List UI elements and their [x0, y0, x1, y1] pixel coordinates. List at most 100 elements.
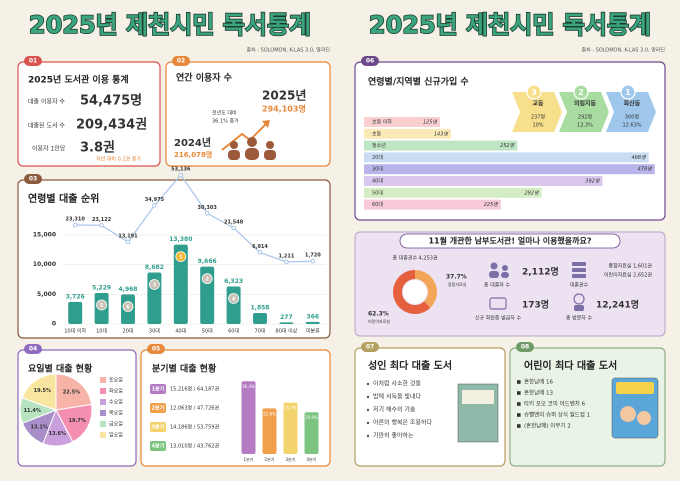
stat-value: 173명 [522, 299, 549, 311]
y-tick-label: 10,000 [33, 261, 56, 268]
badge [24, 344, 42, 354]
panel [354, 231, 666, 337]
bar-value-label: 143명 [434, 130, 450, 137]
bullet [366, 395, 370, 399]
pie-slice [55, 373, 93, 411]
bar-value-label: 468명 [632, 154, 648, 161]
category-label: 초등 이하 [372, 119, 392, 126]
bar-value-label: 478명 [638, 166, 654, 173]
line-value-label: 1,211 [278, 253, 294, 259]
book-cover-label [462, 390, 494, 404]
bullet [366, 408, 370, 412]
donut-slice [415, 270, 437, 308]
line-value-label: 6,914 [252, 244, 268, 250]
stat-label: 신규 회원증 발급자 수 [475, 315, 522, 322]
bullet [366, 382, 370, 386]
quarter-tag [150, 441, 166, 451]
region-arrow [606, 92, 656, 132]
panel-title: 분기별 대출 현황 [152, 363, 217, 375]
region-name: 화산동 [624, 100, 641, 108]
badge-number: 02 [177, 58, 185, 65]
badge-number: 04 [29, 346, 37, 353]
panel [140, 349, 331, 467]
bar [68, 301, 83, 324]
stat-label: 대출권수 [570, 282, 589, 289]
people-icon [228, 137, 276, 160]
x-tick-label: 미분류 [306, 328, 320, 335]
total-loans: 총 대출권수 4,253권 [392, 255, 437, 262]
bar-value-label: 277 [280, 314, 293, 321]
share-value: 37.7% [446, 274, 467, 281]
legend-swatch [100, 377, 106, 383]
bar-value-label: 225명 [484, 201, 500, 208]
slice-label: 13.1% [31, 424, 48, 430]
region-count: 292명 [578, 114, 592, 121]
badge [24, 174, 42, 184]
room-loans: 어린이자료실 2,652권 [604, 272, 653, 279]
rank-number: 5 [100, 303, 104, 309]
category-label: 20대 [372, 154, 383, 161]
book-title: 타키 포오 코믹 어드벤처 6 [524, 400, 586, 408]
quarter-detail: 15,216명 / 64,187권 [170, 386, 219, 393]
region-arrow [512, 92, 562, 132]
bar-value-label: 292명 [524, 189, 540, 196]
panel-title: 연간 이용자 수 [176, 72, 232, 84]
book-title: 밤에 서독을 빛내다 [373, 393, 421, 401]
legend-label: 일요일 [109, 432, 123, 439]
bullet [517, 413, 521, 417]
share-value: 62.3% [368, 311, 389, 318]
book-title: 가만히 좋아하는 [373, 432, 414, 440]
room-loans: 종합자료실 1,601권 [608, 263, 652, 270]
line-point [284, 259, 289, 265]
x-tick-label: 2분기 [265, 456, 275, 462]
legend-label: 목요일 [109, 410, 123, 417]
icon [489, 262, 586, 311]
change: 36.1% 증가 [212, 118, 239, 125]
book-cover-art [620, 406, 636, 422]
x-tick-label: 70대 [255, 328, 266, 335]
region-rank-number: 2 [578, 88, 584, 97]
bar-value-label: 4,968 [119, 286, 138, 293]
badge [24, 56, 42, 66]
bar-value-label: 252명 [500, 142, 516, 149]
region-arrow [559, 92, 609, 132]
bar [364, 117, 441, 127]
stat-label: 대출된 도서 수 [28, 122, 65, 130]
bar-value-label: 6,323 [224, 278, 243, 285]
quarter-label: 4분기 [152, 443, 165, 450]
rank-badge [201, 273, 213, 285]
x-tick-label: 4분기 [307, 456, 317, 462]
bar-value-label: 3,726 [66, 293, 85, 300]
source: 출처 : SOLOMON, K-LAS 3.0, 알라딘 [247, 47, 331, 54]
stat-value: 209,434권 [76, 118, 147, 133]
bar [364, 176, 603, 186]
bar-value-label: 8,682 [145, 264, 164, 271]
badge-number: 05 [152, 346, 160, 353]
panel-title: 요일별 대출 현황 [28, 363, 93, 375]
panel-title: 연령별/지역별 신규가입 수 [368, 76, 469, 88]
region-rank [620, 84, 636, 100]
bar [364, 199, 501, 210]
bar-value-label: 20.9% [305, 415, 318, 420]
bar [279, 322, 294, 324]
bar [364, 152, 649, 163]
badge [172, 56, 190, 66]
rank-badge [122, 301, 134, 312]
bullet [517, 402, 521, 406]
bar [364, 164, 655, 175]
bar-value-label: 125명 [423, 119, 439, 126]
bar-value-label: 1,858 [251, 304, 270, 311]
pie-slice [21, 373, 57, 411]
line-value-label: 23,122 [92, 217, 112, 223]
bar-value-label: 9,666 [198, 258, 217, 265]
legend-label: 토요일 [109, 377, 123, 384]
rank-number: 1 [179, 255, 183, 261]
stat-value: 12,241명 [596, 299, 639, 311]
x-tick-label: 40대 [175, 328, 186, 335]
trend-arrow-head [262, 120, 270, 128]
bar [305, 321, 320, 324]
donut-slice [392, 270, 431, 314]
bullet [517, 391, 521, 395]
bar-value-label: 36.4% [242, 384, 255, 389]
